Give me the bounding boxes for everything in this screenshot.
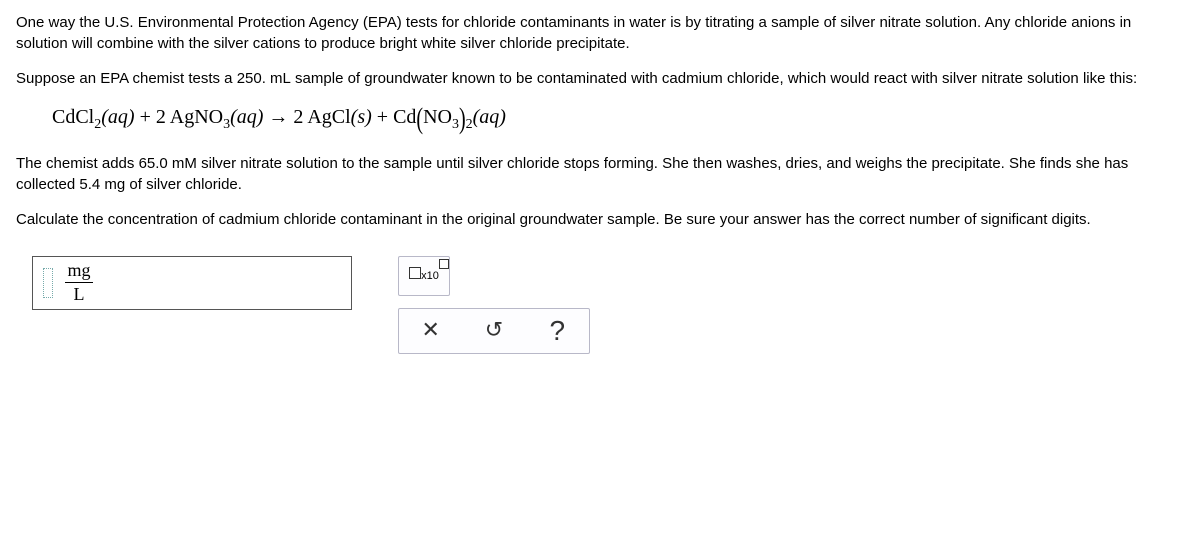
proc-a: The chemist adds — [16, 155, 139, 172]
setup-text-b: sample of groundwater known to be contam… — [291, 70, 1137, 87]
sample-volume: 250. mL — [237, 70, 291, 87]
undo-icon: ↺ — [485, 315, 503, 346]
eq-close-paren: ) — [459, 98, 466, 140]
precipitate-mass: 5.4 mg — [79, 176, 125, 193]
eq-arrow: → — [263, 106, 293, 128]
scientific-notation-button[interactable]: x10 — [398, 256, 450, 296]
answer-area: mg L x10 ✕ ↺ ? — [32, 256, 1184, 354]
unit-numerator: mg — [65, 261, 93, 280]
answer-input-box[interactable]: mg L — [32, 256, 352, 310]
eq-coef2b: 2 — [293, 106, 303, 128]
question-paragraph: Calculate the concentration of cadmium c… — [16, 209, 1184, 230]
eq-r2-state: (aq) — [230, 106, 263, 128]
eq-plus1: + — [135, 106, 156, 128]
sci-notation-icon: x10 — [409, 267, 439, 284]
tool-column: x10 ✕ ↺ ? — [398, 256, 590, 354]
text-cursor-icon — [43, 268, 53, 298]
action-buttons: ✕ ↺ ? — [398, 308, 590, 354]
setup-text-a: Suppose an EPA chemist tests a — [16, 70, 237, 87]
help-button[interactable]: ? — [526, 309, 589, 353]
eq-p2: Cd — [393, 106, 416, 128]
eq-p2-anion: NO — [423, 106, 452, 128]
clear-button[interactable]: ✕ — [399, 309, 462, 353]
chemical-equation: CdCl2(aq) + 2 AgNO3(aq) → 2 AgCl(s) + Cd… — [52, 103, 1184, 135]
eq-p1: AgCl — [303, 106, 350, 128]
eq-r2: AgNO — [166, 106, 223, 128]
eq-coef2: 2 — [156, 106, 166, 128]
eq-r1: CdCl — [52, 106, 94, 128]
help-icon: ? — [550, 311, 566, 350]
silver-nitrate-conc: 65.0 mM — [139, 155, 197, 172]
eq-r1-state: (aq) — [101, 106, 134, 128]
sci-label: x10 — [421, 270, 439, 282]
eq-p1-state: (s) — [351, 106, 372, 128]
undo-button[interactable]: ↺ — [462, 309, 525, 353]
eq-p2-state: (aq) — [473, 106, 506, 128]
eq-plus2: + — [372, 106, 393, 128]
proc-c: of silver chloride. — [125, 176, 242, 193]
eq-open-paren: ( — [416, 98, 423, 140]
answer-unit: mg L — [65, 261, 93, 304]
unit-denominator: L — [65, 285, 93, 304]
procedure-paragraph: The chemist adds 65.0 mM silver nitrate … — [16, 153, 1184, 195]
close-icon: ✕ — [421, 315, 439, 346]
eq-p2-anion-sub: 3 — [452, 117, 459, 132]
intro-paragraph: One way the U.S. Environmental Protectio… — [16, 12, 1184, 54]
fraction-line — [65, 282, 93, 283]
eq-p2-outer-sub: 2 — [466, 117, 473, 132]
setup-paragraph: Suppose an EPA chemist tests a 250. mL s… — [16, 68, 1184, 89]
